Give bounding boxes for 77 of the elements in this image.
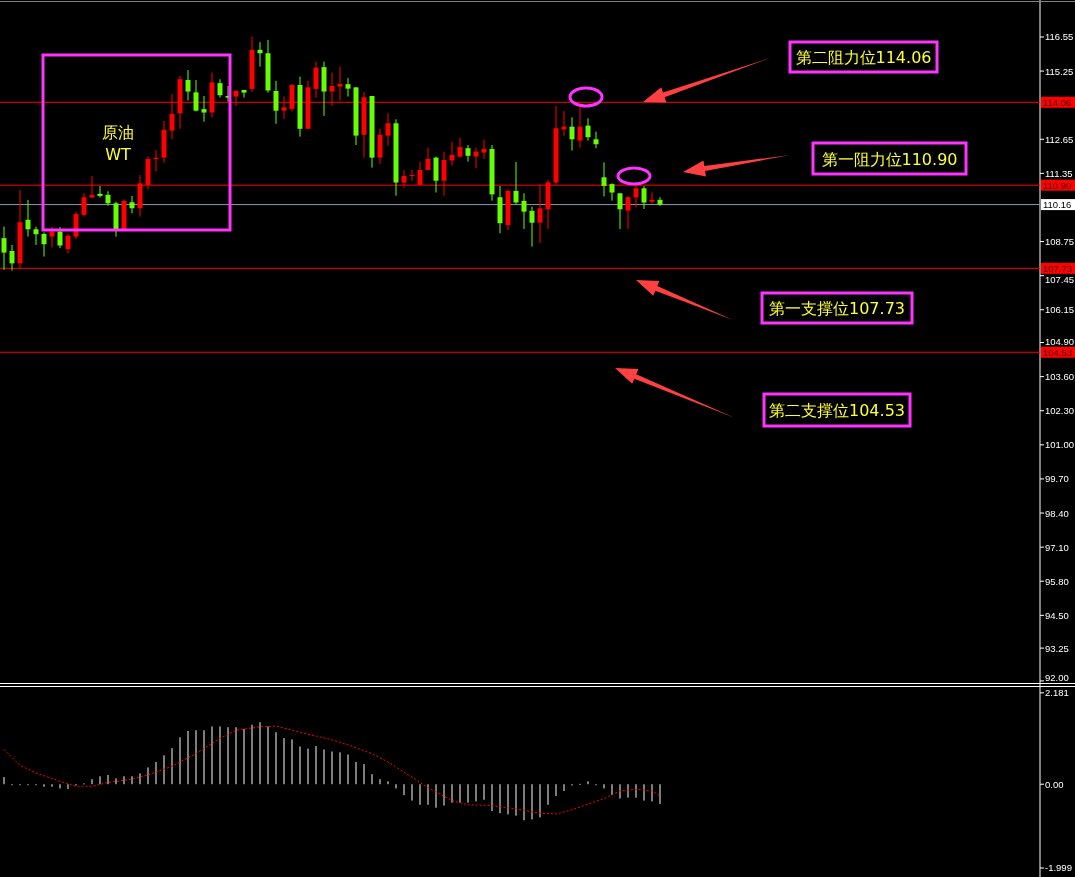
candlestick	[337, 66, 343, 101]
y-tick-label: 97.10	[1045, 541, 1069, 553]
candlestick	[81, 192, 87, 218]
y-tick-label: -1.999	[1045, 862, 1072, 874]
y-tick-label: 116.55	[1045, 31, 1074, 43]
candlestick	[513, 161, 519, 205]
annotation: 第一支撑位107.73	[769, 299, 905, 318]
y-tick-label: 106.15	[1045, 304, 1075, 316]
annotation: WT	[105, 145, 132, 164]
y-tick-label: 99.70	[1045, 473, 1069, 485]
candlestick	[385, 112, 391, 147]
y-tick-label: 102.30	[1045, 405, 1075, 417]
candlestick	[97, 185, 103, 198]
candlestick	[57, 226, 63, 249]
candlestick	[649, 192, 655, 205]
ref-line-label: 107.73	[1043, 262, 1073, 274]
candlestick	[217, 78, 223, 99]
candlestick	[201, 95, 207, 123]
annotation: 第二支撑位104.53	[769, 401, 905, 420]
candlestick	[9, 244, 15, 272]
y-tick-label: 94.50	[1045, 609, 1069, 621]
y-tick-label: 93.25	[1045, 642, 1069, 654]
candlestick	[1, 226, 7, 271]
y-tick-label: 92.00	[1045, 672, 1069, 683]
candlestick	[625, 195, 631, 230]
candlestick	[33, 226, 39, 246]
y-tick-label: 111.35	[1045, 167, 1073, 179]
y-tick-label: 107.45	[1045, 273, 1075, 285]
candlestick	[593, 131, 599, 149]
candlestick	[241, 89, 247, 99]
candlestick	[473, 147, 479, 169]
candlestick	[425, 147, 431, 171]
y-tick-label: 112.65	[1045, 133, 1074, 145]
candlestick	[617, 192, 623, 230]
candlestick	[377, 128, 383, 165]
annotation: 原油	[102, 123, 134, 142]
candlestick	[49, 226, 55, 248]
y-tick-label: 115.25	[1045, 65, 1074, 77]
y-tick-label: 103.60	[1045, 371, 1075, 383]
y-tick-label: 98.40	[1045, 507, 1069, 519]
candlestick	[569, 116, 575, 152]
candlestick	[129, 195, 135, 214]
candlestick	[585, 117, 591, 142]
candlestick	[601, 161, 607, 197]
candlestick	[449, 141, 455, 166]
candlestick	[185, 69, 191, 101]
y-tick-label: 95.80	[1045, 575, 1069, 587]
ref-line-label: 110.90	[1043, 179, 1072, 191]
y-tick-label: 104.90	[1045, 335, 1075, 347]
candlestick	[313, 61, 319, 99]
ref-line-label: 114.06	[1043, 96, 1072, 108]
candlestick	[273, 80, 279, 125]
ref-line-label: 104.53	[1043, 346, 1073, 358]
candlestick	[529, 206, 535, 248]
candlestick	[521, 192, 527, 230]
candlestick	[41, 231, 47, 258]
annotation: 第二阻力位114.06	[795, 48, 932, 67]
candlestick	[345, 77, 351, 98]
ref-line-label: 110.16	[1043, 199, 1072, 211]
candlestick	[25, 199, 31, 238]
line-series	[3, 725, 661, 815]
annotation: 第一阻力位110.90	[821, 149, 958, 169]
candlestick	[409, 169, 415, 182]
candlestick	[457, 137, 463, 159]
candlestick	[193, 79, 199, 112]
y-tick-label: 2.181	[1045, 687, 1069, 699]
candlestick	[433, 156, 439, 194]
candlestick	[641, 185, 647, 210]
candlestick	[609, 182, 615, 202]
candlestick	[481, 139, 487, 160]
y-tick-label: 108.75	[1045, 236, 1075, 248]
y-tick-label: 101.00	[1045, 439, 1075, 451]
candlestick	[105, 190, 111, 207]
y-tick-label: 0.00	[1045, 778, 1064, 790]
candlestick	[65, 233, 71, 254]
candlestick	[465, 144, 471, 163]
candlestick	[577, 105, 583, 149]
